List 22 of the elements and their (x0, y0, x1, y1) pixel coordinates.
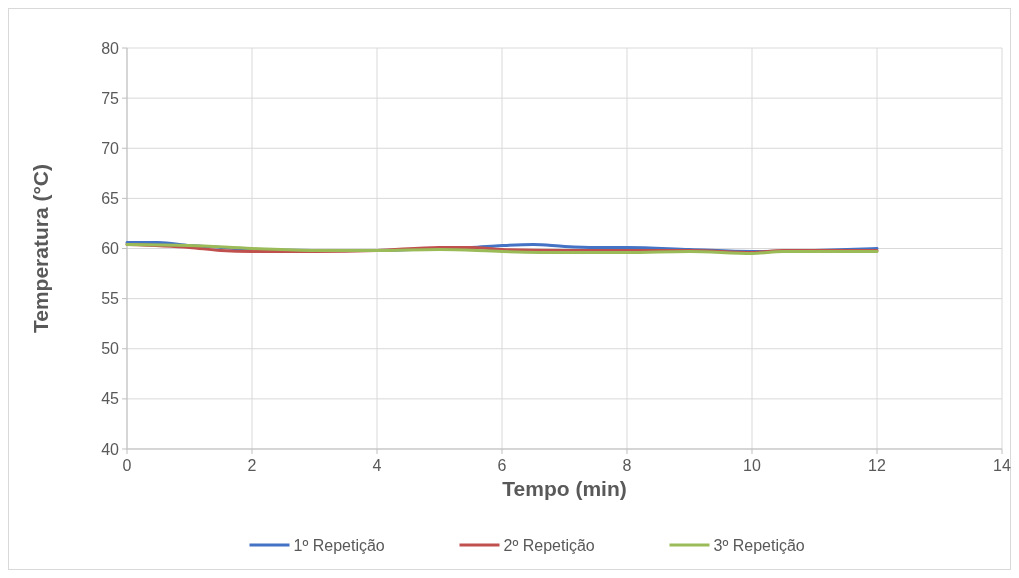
x-tick-label: 4 (372, 457, 382, 474)
y-tick-label: 50 (101, 340, 120, 358)
x-tick-label: 2 (247, 457, 257, 474)
y-tick-label: 75 (101, 89, 120, 107)
y-tick-label: 70 (101, 139, 120, 157)
legend-label: 3º Repetição (713, 536, 805, 554)
x-tick-label: 10 (743, 457, 761, 474)
x-tick-label: 12 (868, 457, 886, 474)
x-tick-label: 14 (993, 457, 1011, 474)
y-tick-label: 80 (101, 39, 120, 57)
y-axis-title: Temperatura (°C) (29, 163, 52, 334)
y-tick-label: 45 (101, 390, 120, 408)
y-tick-label: 55 (101, 290, 120, 308)
legend-label: 1º Repetição (293, 536, 385, 554)
x-axis-title: Tempo (min) (502, 477, 627, 500)
y-tick-label: 60 (101, 240, 120, 258)
x-tick-label: 6 (497, 457, 507, 474)
y-tick-label: 40 (101, 440, 120, 458)
legend-label: 2º Repetição (503, 536, 595, 554)
y-tick-label: 65 (101, 189, 120, 207)
x-tick-label: 0 (122, 457, 132, 474)
x-tick-label: 8 (622, 457, 632, 474)
